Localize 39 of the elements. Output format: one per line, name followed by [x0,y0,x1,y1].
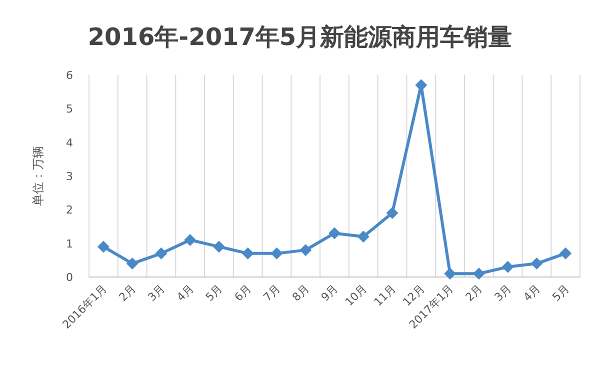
y-tick-label: 0 [66,271,73,284]
point [97,240,110,253]
x-tick-label: 3月 [145,282,168,304]
x-tick-label: 10月 [342,282,370,309]
point [212,240,225,253]
point [155,247,168,260]
point [386,207,398,220]
x-tick-label: 5月 [550,282,572,304]
point [502,260,514,273]
point [560,247,572,260]
chart-title: 2016年-2017年5月新能源商用车销量 [88,23,512,51]
point [328,227,340,240]
x-tick-label: 2月 [463,282,486,304]
y-tick-label: 6 [66,69,73,82]
point [530,258,543,270]
x-tick-label: 9月 [318,282,341,304]
point [357,230,370,243]
y-tick-label: 2 [66,204,73,217]
point [126,258,138,270]
x-tick-label: 3月 [492,282,514,304]
x-tick-label: 6月 [232,282,254,304]
y-axis-title: 单位：万辆 [31,146,45,206]
point [472,268,485,280]
y-tick-label: 3 [66,170,73,183]
point [242,247,254,260]
x-tick-label: 4月 [520,282,543,304]
x-tick-label: 8月 [290,282,312,304]
x-tick-label: 5月 [203,282,226,304]
x-tick-label: 2月 [116,282,138,304]
y-tick-label: 1 [66,237,73,250]
point [300,244,312,256]
point [444,268,456,280]
point [184,234,196,246]
x-tick-label: 7月 [260,282,283,304]
point [270,247,283,260]
y-tick-label: 4 [66,136,73,150]
y-tick-label: 5 [66,102,73,116]
x-tick-label: 4月 [174,282,196,304]
x-tick-label: 11月 [372,282,398,309]
